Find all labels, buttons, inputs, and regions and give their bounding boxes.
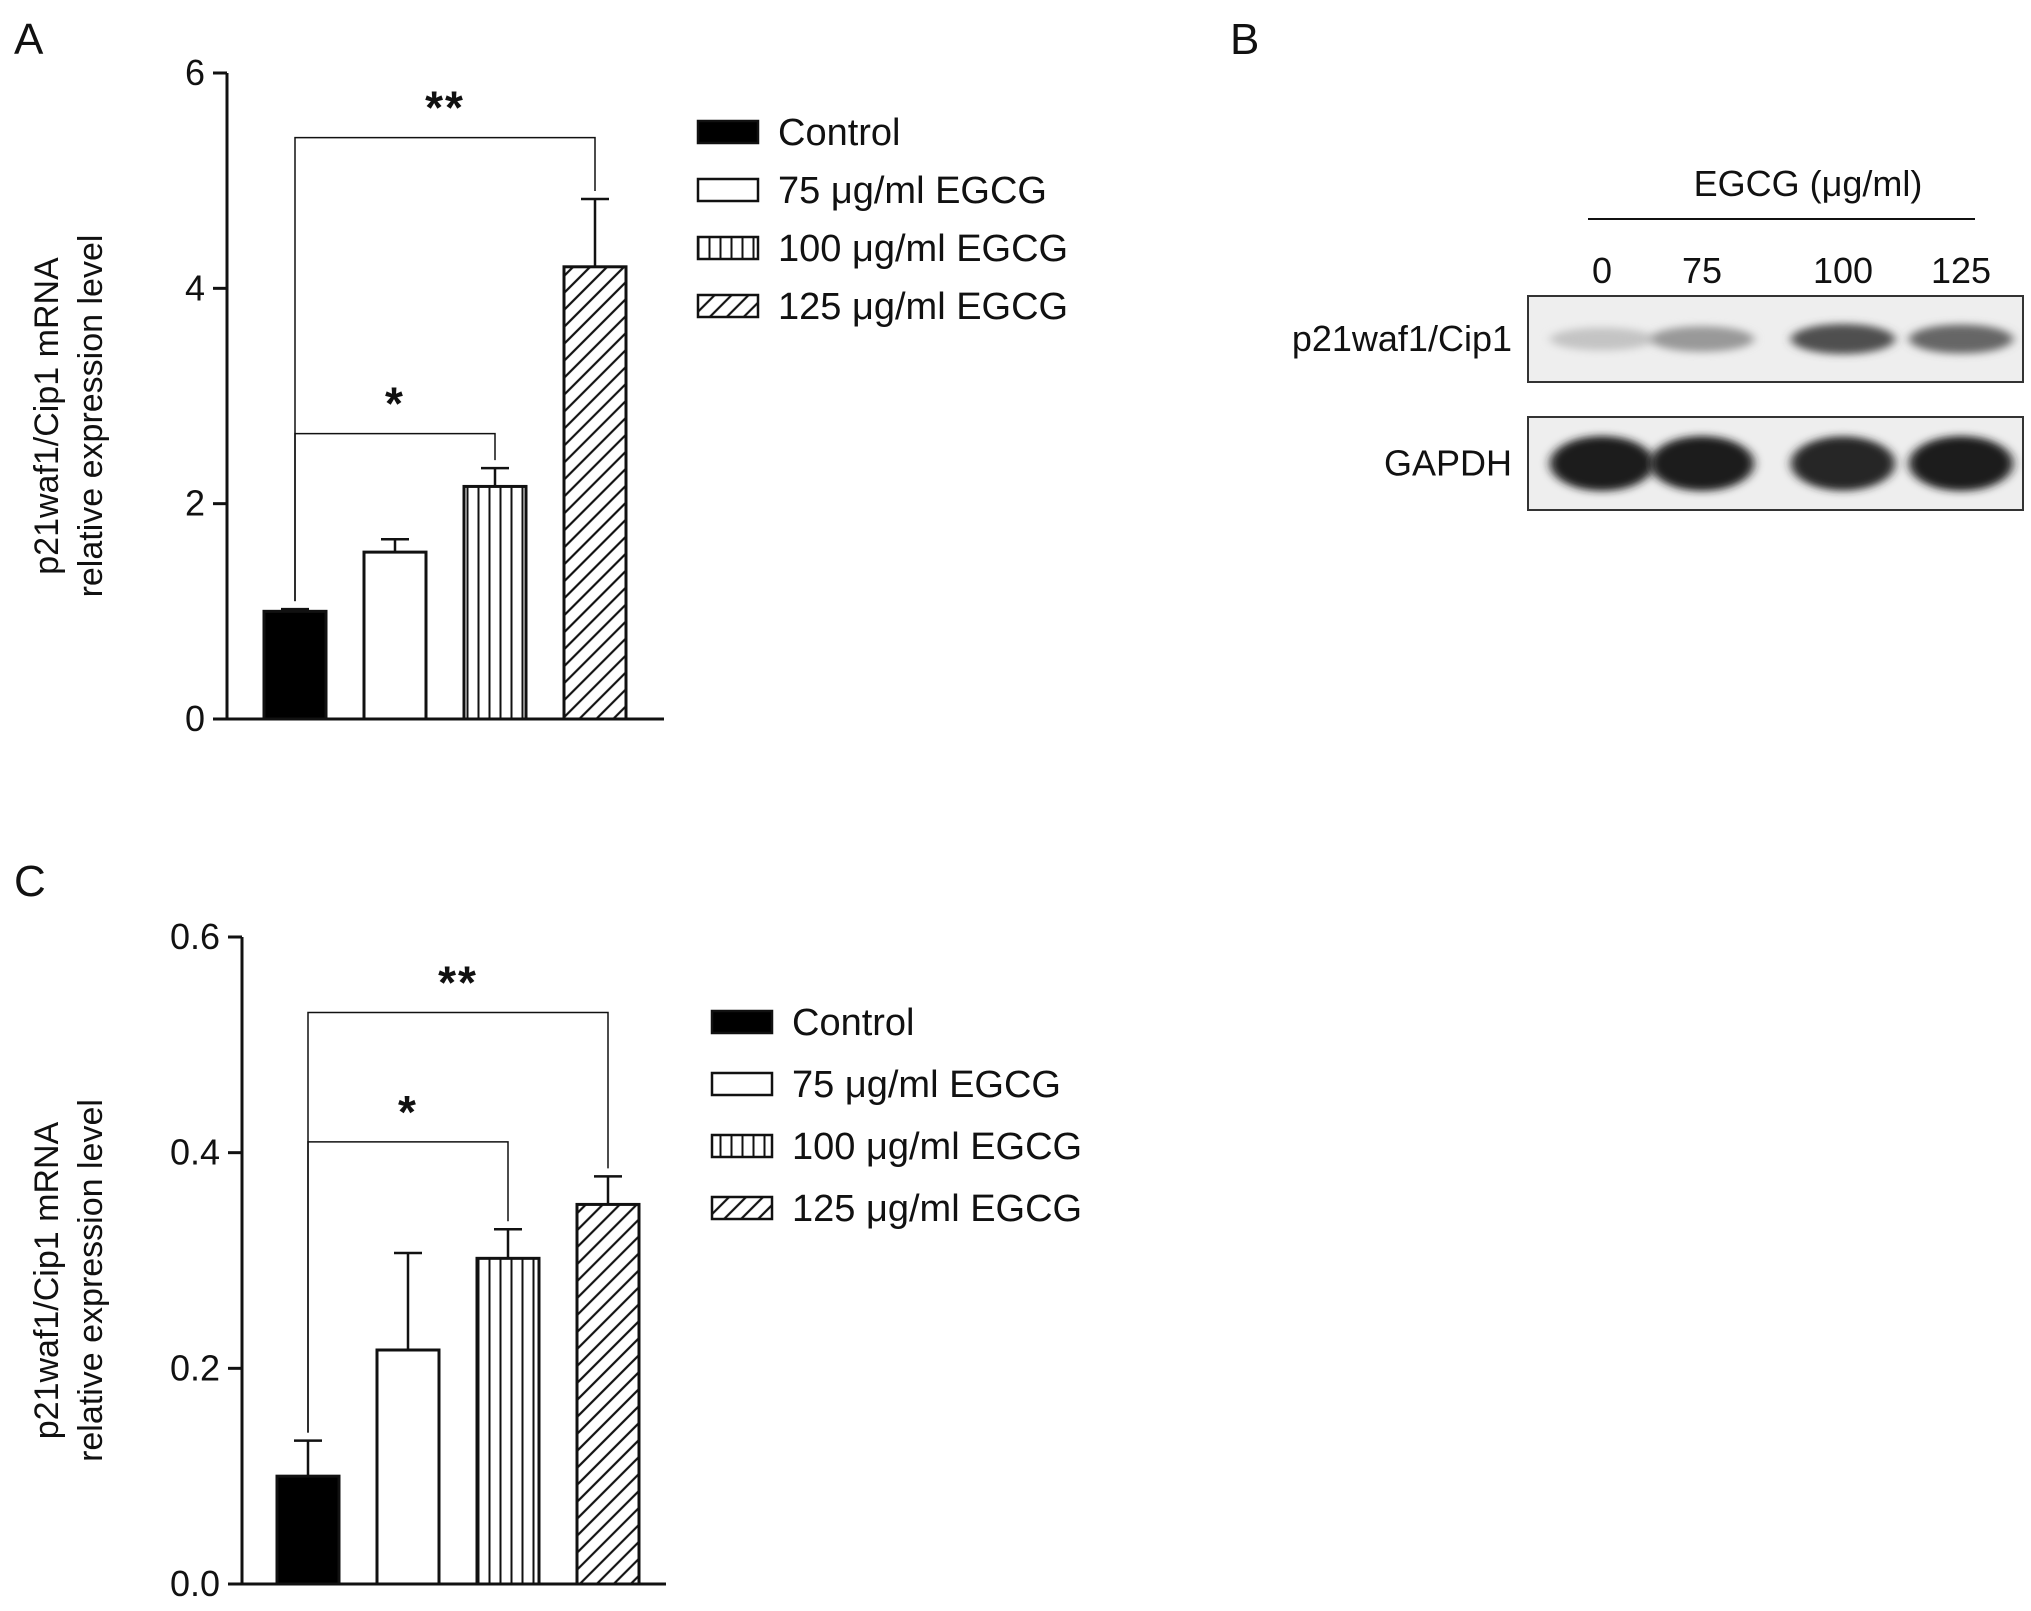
legend-swatch: [710, 1009, 774, 1035]
blot-dose-label: 0: [1592, 250, 1612, 291]
legend-swatch: [710, 1195, 774, 1221]
significance-bracket: [294, 136, 596, 602]
significance-label: **: [425, 82, 465, 134]
significance-label: **: [438, 956, 478, 1008]
y-axis-label-line: relative expression level: [72, 235, 110, 598]
y-tick-label: 2: [185, 483, 205, 524]
y-axis-label-line: relative expression level: [72, 1099, 110, 1462]
significance-bracket: [307, 1011, 609, 1433]
blot-band: [1650, 436, 1754, 491]
legend-label: Control: [792, 1002, 915, 1044]
legend-swatch: [696, 119, 760, 145]
blot-band: [1909, 436, 2013, 491]
legend-swatch: [696, 235, 760, 261]
blot-dose-label: 125: [1931, 250, 1991, 291]
y-tick-label: 0: [185, 698, 205, 739]
blot-band: [1550, 327, 1654, 351]
bar: [275, 1474, 341, 1586]
blot-treatment-label: EGCG (μg/ml): [1694, 163, 1923, 204]
bar: [475, 1256, 541, 1586]
y-axis-label: p21waf1/Cip1 mRNA relative expression lev…: [28, 235, 110, 598]
legend-label: Control: [778, 112, 901, 154]
significance-label: *: [385, 378, 405, 430]
legend-label: 100 μg/ml EGCG: [792, 1126, 1082, 1168]
western-blot-panel: EGCG (μg/ml) 0 75 100 125 p21waf1/Cip1 GAPDH: [1292, 163, 2024, 511]
blot-band: [1791, 323, 1895, 355]
y-tick-label: 0.4: [170, 1132, 220, 1173]
blot-band: [1550, 436, 1654, 491]
bar-chart-a: 0 2 4 6 p21waf1/Cip1 mRNA relative expression…: [28, 52, 1068, 739]
legend-label: 75 μg/ml EGCG: [778, 170, 1047, 212]
legend-label: 125 μg/ml EGCG: [778, 286, 1068, 328]
y-tick-label: 0.2: [170, 1347, 220, 1388]
blot-band: [1791, 436, 1895, 491]
bar: [375, 1348, 441, 1586]
legend-swatch: [710, 1133, 774, 1159]
y-tick-label: 0.6: [170, 916, 220, 957]
bar: [462, 484, 528, 721]
blot-dose-label: 75: [1682, 250, 1722, 291]
blot-band: [1650, 326, 1754, 352]
legend-label: 100 μg/ml EGCG: [778, 228, 1068, 270]
panel-label-a: A: [14, 15, 44, 64]
bar: [562, 265, 628, 721]
y-axis-label-line: p21waf1/Cip1 mRNA: [28, 257, 66, 575]
y-tick-label: 6: [185, 52, 205, 93]
bar: [262, 609, 328, 721]
blot-dose-label: 100: [1813, 250, 1873, 291]
legend-swatch: [696, 177, 760, 203]
legend-label: 125 μg/ml EGCG: [792, 1188, 1082, 1230]
panel-label-c: C: [14, 857, 46, 906]
legend-swatch: [696, 293, 760, 319]
legend-swatch: [710, 1071, 774, 1097]
blot-row-label: GAPDH: [1384, 443, 1512, 484]
legend-label: 75 μg/ml EGCG: [792, 1064, 1061, 1106]
blot-row-label: p21waf1/Cip1: [1292, 318, 1512, 359]
significance-label: *: [398, 1086, 418, 1138]
y-tick-label: 4: [185, 267, 205, 308]
panel-label-b: B: [1230, 15, 1259, 64]
bar: [575, 1202, 641, 1586]
bar-chart-c: 0.0 0.2 0.4 0.6 p21waf1/Cip1 mRNA relative ex…: [28, 916, 1082, 1604]
y-tick-label: 0.0: [170, 1563, 220, 1604]
y-axis-label-line: p21waf1/Cip1 mRNA: [28, 1121, 66, 1439]
y-axis-label: p21waf1/Cip1 mRNA relative expression lev…: [28, 1099, 110, 1462]
blot-band: [1909, 324, 2013, 354]
bar: [362, 550, 428, 721]
